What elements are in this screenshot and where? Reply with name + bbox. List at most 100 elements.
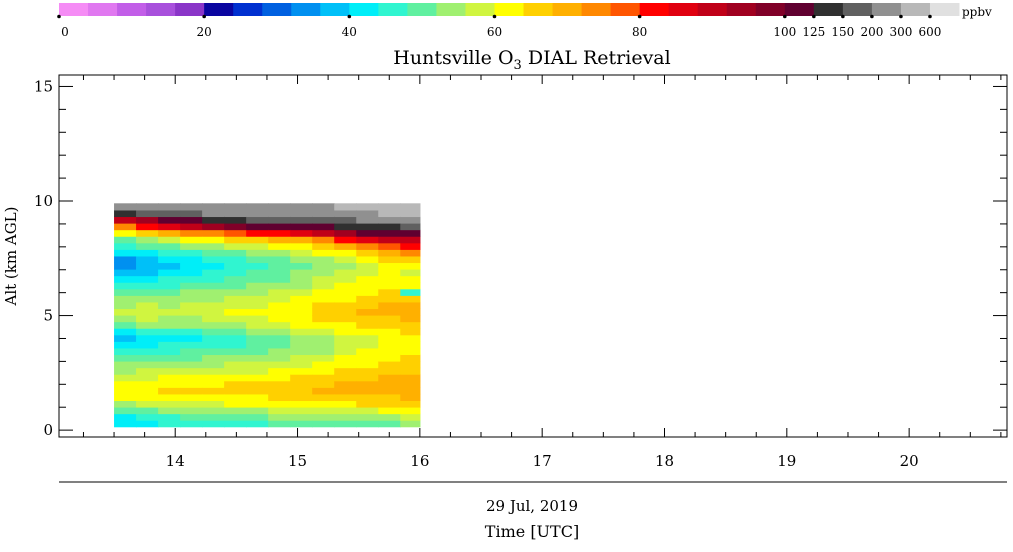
heatmap-cell	[224, 334, 247, 342]
heatmap-cell	[312, 334, 335, 342]
heatmap-cell	[224, 387, 247, 395]
heatmap-cell	[136, 387, 159, 395]
heatmap-cell	[202, 269, 225, 277]
heatmap-cell	[202, 255, 225, 264]
heatmap-cell	[136, 288, 159, 296]
heatmap-cell	[356, 334, 379, 342]
heatmap-cell	[378, 314, 401, 323]
colorbar-swatch	[320, 3, 350, 16]
heatmap-cell	[334, 413, 357, 421]
x-tick-label: 19	[777, 452, 796, 470]
heatmap-cell	[202, 229, 225, 237]
heatmap-cell	[136, 236, 159, 244]
heatmap-cell	[114, 360, 137, 369]
heatmap-cell	[158, 301, 181, 310]
heatmap-cell	[290, 203, 313, 211]
colorbar-tick	[812, 14, 816, 19]
heatmap-cell	[400, 360, 421, 369]
colorbar-swatch	[610, 3, 641, 16]
heatmap-cell	[290, 295, 313, 303]
chart-title: Huntsville O3 DIAL Retrieval	[393, 47, 670, 73]
heatmap-cell	[312, 203, 335, 211]
heatmap-cell	[378, 321, 401, 329]
heatmap-cell	[202, 387, 225, 395]
heatmap-cell	[400, 262, 421, 270]
heatmap-cell	[378, 360, 401, 369]
heatmap-cell	[202, 262, 225, 270]
heatmap-cell	[180, 275, 203, 283]
colorbar-swatch	[465, 3, 495, 16]
heatmap-cell	[378, 216, 401, 224]
heatmap-cell	[224, 308, 247, 316]
heatmap-cell	[224, 209, 247, 218]
heatmap-cell	[290, 262, 313, 270]
heatmap-cell	[202, 413, 225, 421]
ozone-heatmap	[114, 203, 421, 428]
heatmap-cell	[290, 288, 313, 296]
heatmap-cell	[400, 242, 421, 250]
heatmap-cell	[378, 354, 401, 362]
heatmap-cell	[378, 380, 401, 388]
colorbar-swatch	[581, 3, 612, 16]
heatmap-cell	[334, 354, 357, 362]
colorbar-tick-label: 100	[773, 25, 796, 39]
heatmap-cell	[114, 413, 137, 421]
heatmap-cell	[136, 374, 159, 382]
heatmap-cell	[268, 229, 291, 237]
heatmap-cell	[356, 367, 379, 375]
heatmap-cell	[136, 360, 159, 369]
colorbar-swatch	[378, 3, 408, 16]
heatmap-cell	[268, 249, 291, 257]
heatmap-cell	[268, 203, 291, 211]
colorbar-swatch	[175, 3, 205, 16]
heatmap-cell	[246, 236, 269, 244]
heatmap-cell	[246, 269, 269, 277]
x-tick-label: 15	[288, 452, 307, 470]
heatmap-cell	[268, 400, 291, 408]
y-axis-label: Alt (km AGL)	[2, 207, 20, 307]
heatmap-cell	[246, 209, 269, 218]
heatmap-cell	[158, 406, 181, 415]
colorbar-swatch	[146, 3, 176, 16]
heatmap-cell	[224, 269, 247, 277]
colorbar-tick	[928, 14, 932, 19]
heatmap-cell	[202, 301, 225, 310]
heatmap-cell	[290, 354, 313, 362]
x-tick-label: 14	[166, 452, 185, 470]
heatmap-cell	[400, 314, 421, 323]
heatmap-cell	[246, 216, 269, 224]
heatmap-cell	[312, 341, 335, 349]
colorbar-tick-label: 40	[342, 25, 357, 39]
heatmap-cell	[158, 242, 181, 250]
heatmap-cell	[268, 282, 291, 290]
heatmap-cell	[312, 354, 335, 362]
colorbar-swatch	[262, 3, 292, 16]
heatmap-cell	[114, 387, 137, 395]
heatmap-cell	[158, 216, 181, 224]
heatmap-cell	[180, 223, 203, 231]
heatmap-cell	[400, 406, 421, 415]
colorbar-swatch	[552, 3, 583, 16]
heatmap-cell	[290, 413, 313, 421]
heatmap-cell	[246, 413, 269, 421]
colorbar-tick-label: 600	[919, 25, 942, 39]
heatmap-cell	[224, 341, 247, 349]
heatmap-cell	[356, 223, 379, 231]
heatmap-cell	[158, 288, 181, 296]
colorbar-tick	[870, 14, 874, 19]
heatmap-cell	[378, 269, 401, 277]
heatmap-cell	[202, 288, 225, 296]
plot-frame	[58, 74, 1008, 438]
y-tick-label: 10	[34, 192, 53, 210]
colorbar-tick-label: 20	[197, 25, 212, 39]
colorbar	[59, 3, 960, 16]
heatmap-cell	[268, 328, 291, 336]
heatmap-cell	[312, 275, 335, 283]
heatmap-cell	[356, 203, 379, 211]
heatmap-cell	[356, 387, 379, 395]
heatmap-cell	[224, 301, 247, 310]
heatmap-cell	[202, 406, 225, 415]
heatmap-cell	[400, 249, 421, 257]
heatmap-cell	[400, 367, 421, 375]
